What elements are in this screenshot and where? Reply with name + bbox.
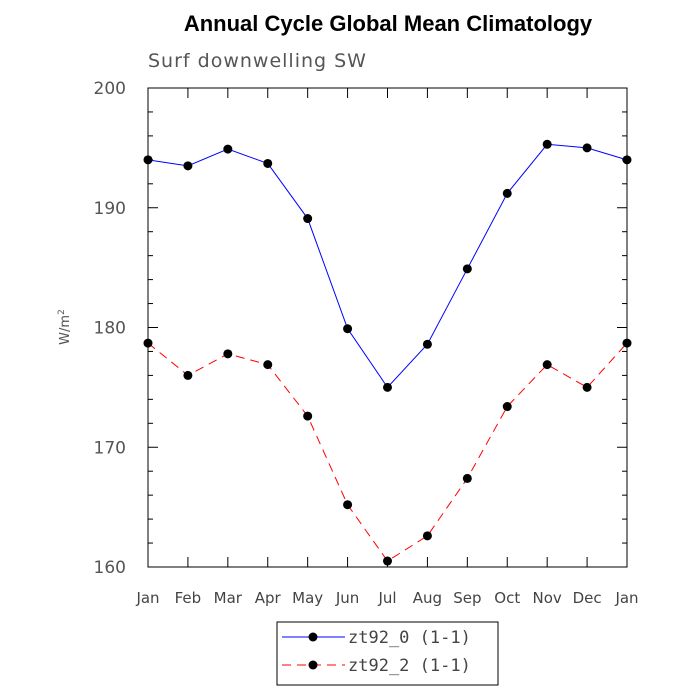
legend-items: zt92_0 (1-1) zt92_2 (1-1) xyxy=(282,628,471,676)
y-axis-label: W/m2 xyxy=(57,309,73,345)
legend-label-0: zt92_0 (1-1) xyxy=(348,628,471,648)
data-point xyxy=(143,338,153,348)
x-tick-label: Mar xyxy=(214,589,243,607)
data-point xyxy=(183,161,193,171)
data-point xyxy=(422,339,432,349)
data-point xyxy=(263,360,273,370)
legend-marker xyxy=(308,632,318,642)
data-point xyxy=(183,370,193,380)
data-point xyxy=(383,382,392,392)
chart-title: Annual Cycle Global Mean Climatology xyxy=(184,11,593,36)
y-tick-label: 160 xyxy=(94,558,126,578)
x-tick-label: Jan xyxy=(614,589,638,607)
y-tick-label: 180 xyxy=(94,319,126,339)
y-axis-ticks: 160 170 180 190 200 xyxy=(94,79,627,578)
data-point xyxy=(263,158,273,168)
data-point xyxy=(462,264,472,274)
x-axis-ticks: Jan Feb Mar Apr May Jun Jul Aug Sep Oct Nov Dec Jan xyxy=(135,88,639,607)
x-tick-label: Aug xyxy=(413,589,442,607)
data-point xyxy=(343,500,353,510)
y-axis-label-unit: W/m xyxy=(58,315,73,345)
x-tick-label: Feb xyxy=(175,589,202,607)
data-point xyxy=(223,144,233,154)
data-point xyxy=(383,556,392,566)
data-point xyxy=(462,473,472,483)
series-line-0 xyxy=(147,143,628,389)
y-tick-label: 170 xyxy=(94,438,126,458)
legend-marker xyxy=(308,660,318,670)
x-tick-label: Oct xyxy=(494,589,520,607)
data-point xyxy=(303,411,313,421)
x-tick-label: Sep xyxy=(453,589,481,607)
data-point xyxy=(343,324,353,334)
x-tick-label: Dec xyxy=(573,589,602,607)
legend-box xyxy=(276,621,499,686)
x-tick-label: Jul xyxy=(377,589,396,607)
data-point xyxy=(582,382,592,392)
data-point xyxy=(303,214,313,224)
data-point xyxy=(622,155,632,165)
data-point xyxy=(223,349,233,359)
series-line-1 xyxy=(147,342,628,562)
legend-label-1: zt92_2 (1-1) xyxy=(348,656,471,676)
data-point xyxy=(542,360,552,370)
data-point xyxy=(143,155,153,165)
data-point xyxy=(502,188,512,198)
x-tick-label: Nov xyxy=(533,589,562,607)
x-tick-label: Jun xyxy=(335,589,359,607)
chart-subtitle: Surf downwelling SW xyxy=(148,50,367,72)
x-tick-label: May xyxy=(292,589,323,607)
y-tick-label: 200 xyxy=(94,79,126,99)
x-tick-label: Apr xyxy=(255,589,282,607)
y-tick-label: 190 xyxy=(94,199,126,219)
legend: zt92_0 (1-1) zt92_2 (1-1) xyxy=(276,621,499,686)
plot-frame xyxy=(147,87,628,568)
x-tick-label: Jan xyxy=(135,589,159,607)
series-layer xyxy=(143,139,632,566)
data-point xyxy=(582,143,592,153)
y-axis-label-superscript: 2 xyxy=(57,309,67,315)
data-point xyxy=(542,139,552,149)
data-point xyxy=(422,531,432,541)
data-point xyxy=(622,338,632,348)
data-point xyxy=(502,402,512,412)
